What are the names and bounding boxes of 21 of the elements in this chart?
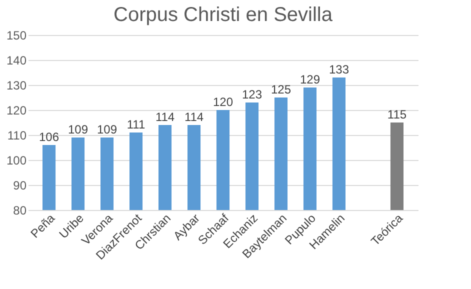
data-label: 120 [212,95,234,109]
y-tick-label: 140 [6,54,27,68]
y-tick-label: 120 [6,104,27,118]
data-label: 109 [97,122,118,136]
y-tick-label: 100 [6,154,27,168]
data-label: 106 [39,130,60,144]
data-label: 133 [328,62,350,76]
data-label: 129 [300,72,320,86]
y-tick-label: 110 [7,128,27,142]
data-label: 109 [68,122,88,136]
data-label: 115 [387,108,407,122]
data-label: 114 [184,110,204,124]
data-label: 125 [270,82,292,96]
data-label: 114 [155,110,175,124]
data-label: 111 [126,118,146,132]
y-tick-label: 150 [6,28,27,42]
y-tick-label: 90 [13,178,27,192]
data-label: 123 [242,88,262,102]
y-tick-label: 80 [13,204,27,218]
y-tick-label: 130 [6,78,27,92]
chart-title: Corpus Christi en Sevilla [114,4,334,26]
